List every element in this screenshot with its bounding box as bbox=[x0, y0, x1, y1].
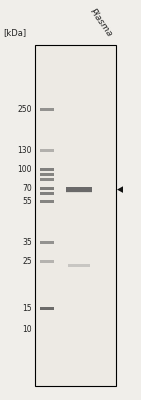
Bar bbox=[35, 45, 116, 386]
Text: 10: 10 bbox=[22, 325, 32, 334]
Bar bbox=[40, 149, 54, 152]
Text: 70: 70 bbox=[22, 184, 32, 194]
Text: 35: 35 bbox=[22, 238, 32, 247]
Bar bbox=[66, 187, 92, 192]
Text: [kDa]: [kDa] bbox=[3, 28, 26, 37]
Bar bbox=[66, 187, 92, 192]
Text: 25: 25 bbox=[22, 257, 32, 266]
Bar bbox=[66, 187, 92, 192]
Text: 55: 55 bbox=[22, 197, 32, 206]
Bar bbox=[40, 307, 54, 310]
Bar bbox=[40, 178, 54, 181]
Bar bbox=[40, 192, 54, 195]
Text: 130: 130 bbox=[17, 146, 32, 155]
Polygon shape bbox=[117, 186, 123, 193]
Bar bbox=[66, 187, 92, 192]
Bar bbox=[66, 187, 92, 192]
Text: 15: 15 bbox=[22, 304, 32, 313]
Bar bbox=[40, 108, 54, 111]
Bar bbox=[40, 260, 54, 263]
Bar bbox=[40, 188, 54, 190]
Bar bbox=[40, 168, 54, 171]
Text: 100: 100 bbox=[17, 165, 32, 174]
Bar bbox=[68, 264, 90, 268]
Bar bbox=[66, 187, 92, 192]
Bar bbox=[40, 173, 54, 176]
Bar bbox=[40, 241, 54, 244]
Text: 250: 250 bbox=[17, 105, 32, 114]
Text: Plasma: Plasma bbox=[88, 7, 114, 39]
Bar bbox=[40, 200, 54, 203]
